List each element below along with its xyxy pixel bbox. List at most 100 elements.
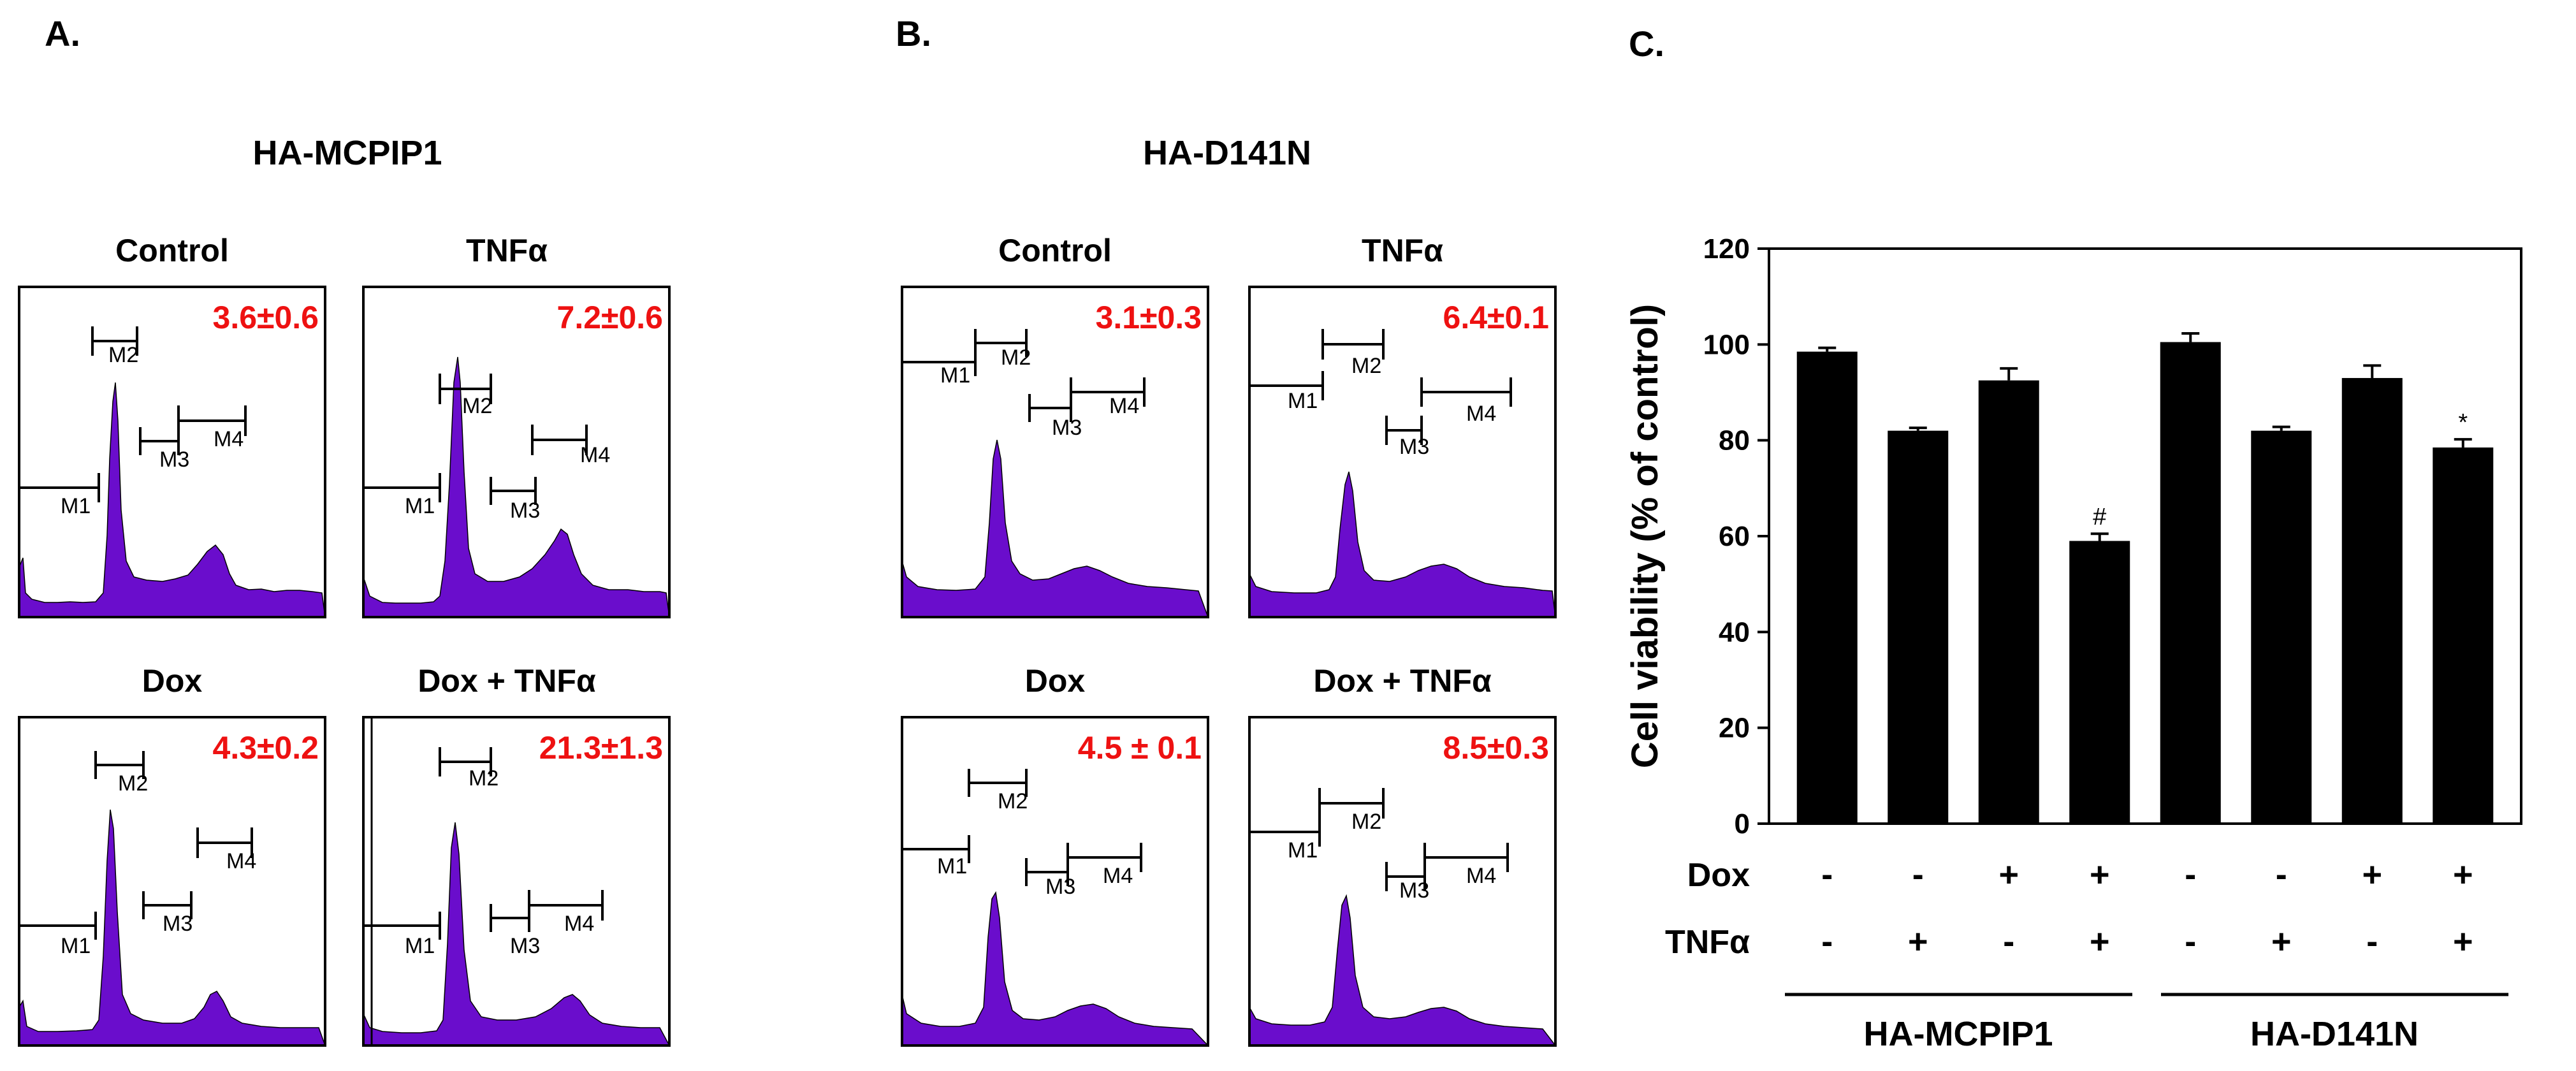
histogram-distribution [18,382,326,618]
y-axis-ticks: 0 20 40 60 80 100 120 [1703,233,1769,840]
marker-label-m4: M4 [1466,864,1496,888]
treatment-sign: + [2271,922,2292,961]
y-tick-label: 100 [1703,329,1750,360]
marker-label-m4: M4 [1109,394,1139,418]
marker-label-m3: M3 [1399,878,1429,903]
marker-label-m4: M4 [1103,864,1133,888]
marker-label-m1: M1 [940,363,970,388]
marker-label-m2: M2 [1351,354,1381,378]
histogram-frame [1248,716,1557,1047]
treatment-sign: + [1998,856,2019,894]
histogram-distribution [1249,471,1556,618]
treatment-sign: - [1821,856,1833,894]
marker-label-m3: M3 [1052,416,1082,440]
histogram-distribution [18,809,326,1046]
marker-label-m2: M2 [1351,810,1381,834]
significance-mark: * [2458,409,2468,436]
marker-gates [901,769,1142,886]
cell-viability-bar-chart: Cell viability (% of control) 0 20 40 60 80 1… [1624,233,2522,1053]
histogram-title: TNFα [466,233,548,268]
treatment-sign: + [2453,856,2473,894]
marker-label-m3: M3 [1399,435,1429,459]
marker-label-m4: M4 [1466,402,1496,426]
marker-gates [901,329,1146,422]
marker-label-m2: M2 [469,766,498,790]
histogram-frame [362,286,671,618]
treatment-sign: - [2276,856,2287,894]
marker-label-m1: M1 [405,934,435,958]
panel-a-label: A. [45,13,80,54]
panel-b-title: HA-D141N [1143,134,1311,172]
treatment-rows: Dox TNFα - - + + - - + + - + - + - + - + [1665,856,2473,961]
treatment-sign: - [2185,922,2196,961]
marker-label-m3: M3 [159,448,189,472]
marker-gates [1248,329,1512,445]
y-tick-label: 60 [1719,521,1750,552]
apoptosis-percentage: 3.1±0.3 [1096,300,1202,335]
y-tick-label: 80 [1719,425,1750,456]
histogram-title: TNFα [1362,233,1443,268]
y-tick-label: 20 [1719,713,1750,744]
histogram-b-dox: Dox 4.5 ± 0.1 M1 M2 M3 M4 [901,663,1209,1047]
histogram-distribution [1249,894,1557,1046]
marker-gates [362,747,604,940]
histogram-distribution [363,822,671,1046]
apoptosis-percentage: 21.3±1.3 [539,730,663,766]
treatment-sign: + [1908,922,1928,961]
treatment-sign: - [1821,922,1833,961]
histogram-frame [18,716,326,1047]
marker-label-m2: M2 [462,394,492,418]
group-label-mcpip1: HA-MCPIP1 [1863,1015,2053,1053]
marker-gates [362,374,588,505]
apoptosis-percentage: 4.3±0.2 [213,730,319,766]
group-brackets: HA-MCPIP1 HA-D141N [1785,993,2508,1053]
significance-mark: # [2093,504,2106,530]
bar [1796,351,1858,824]
treatment-sign: - [2185,856,2196,894]
histogram-frame [901,716,1209,1047]
bar [2341,377,2403,824]
treatment-sign: + [2090,922,2110,961]
bar [2069,541,2130,824]
row-label-tnf: TNFα [1665,924,1750,961]
histogram-title: Dox + TNFα [1313,663,1492,699]
histogram-b-dox-tnf: Dox + TNFα 8.5±0.3 M1 M2 M3 M4 [1248,663,1557,1047]
bar [2160,342,2221,824]
apoptosis-percentage: 7.2±0.6 [557,300,663,335]
panel-a-title: HA-MCPIP1 [252,134,442,172]
histogram-distribution [363,356,670,618]
histogram-a-control: Control 3.6±0.6 M1 M2 M3 M4 [18,233,326,618]
marker-label-m1: M1 [405,494,435,518]
histogram-a-tnf: TNFα 7.2±0.6 M1 M2 M3 M4 [362,233,671,618]
histogram-distribution [901,891,1209,1046]
histogram-frame [362,716,671,1047]
apoptosis-percentage: 6.4±0.1 [1443,300,1549,335]
marker-label-m2: M2 [998,789,1028,813]
treatment-sign: + [2362,856,2382,894]
histogram-b-control: Control 3.1±0.3 M1 M2 M3 M4 [901,233,1209,618]
panel-c-label: C. [1629,24,1664,64]
treatment-sign: + [2453,922,2473,961]
histogram-b-tnf: TNFα 6.4±0.1 M1 M2 M3 M4 [1248,233,1557,618]
panel-b-label: B. [896,13,931,54]
marker-label-m1: M1 [61,494,91,518]
apoptosis-percentage: 4.5 ± 0.1 [1078,730,1202,766]
marker-label-m3: M3 [510,499,540,523]
marker-label-m4: M4 [226,849,256,873]
bars: #* [1796,332,2494,824]
histogram-frame [18,286,326,618]
marker-label-m4: M4 [564,912,594,936]
bar [1978,380,2039,824]
treatment-sign: - [1912,856,1924,894]
treatment-sign: - [2003,922,2014,961]
apoptosis-percentage: 3.6±0.6 [213,300,319,335]
group-label-d141n: HA-D141N [2250,1015,2419,1053]
bar [2433,447,2494,824]
marker-label-m1: M1 [1288,838,1318,863]
marker-label-m3: M3 [1045,875,1075,899]
marker-label-m4: M4 [214,427,244,451]
marker-label-m2: M2 [108,343,138,367]
bar [2251,430,2312,824]
y-tick-label: 0 [1735,808,1750,840]
